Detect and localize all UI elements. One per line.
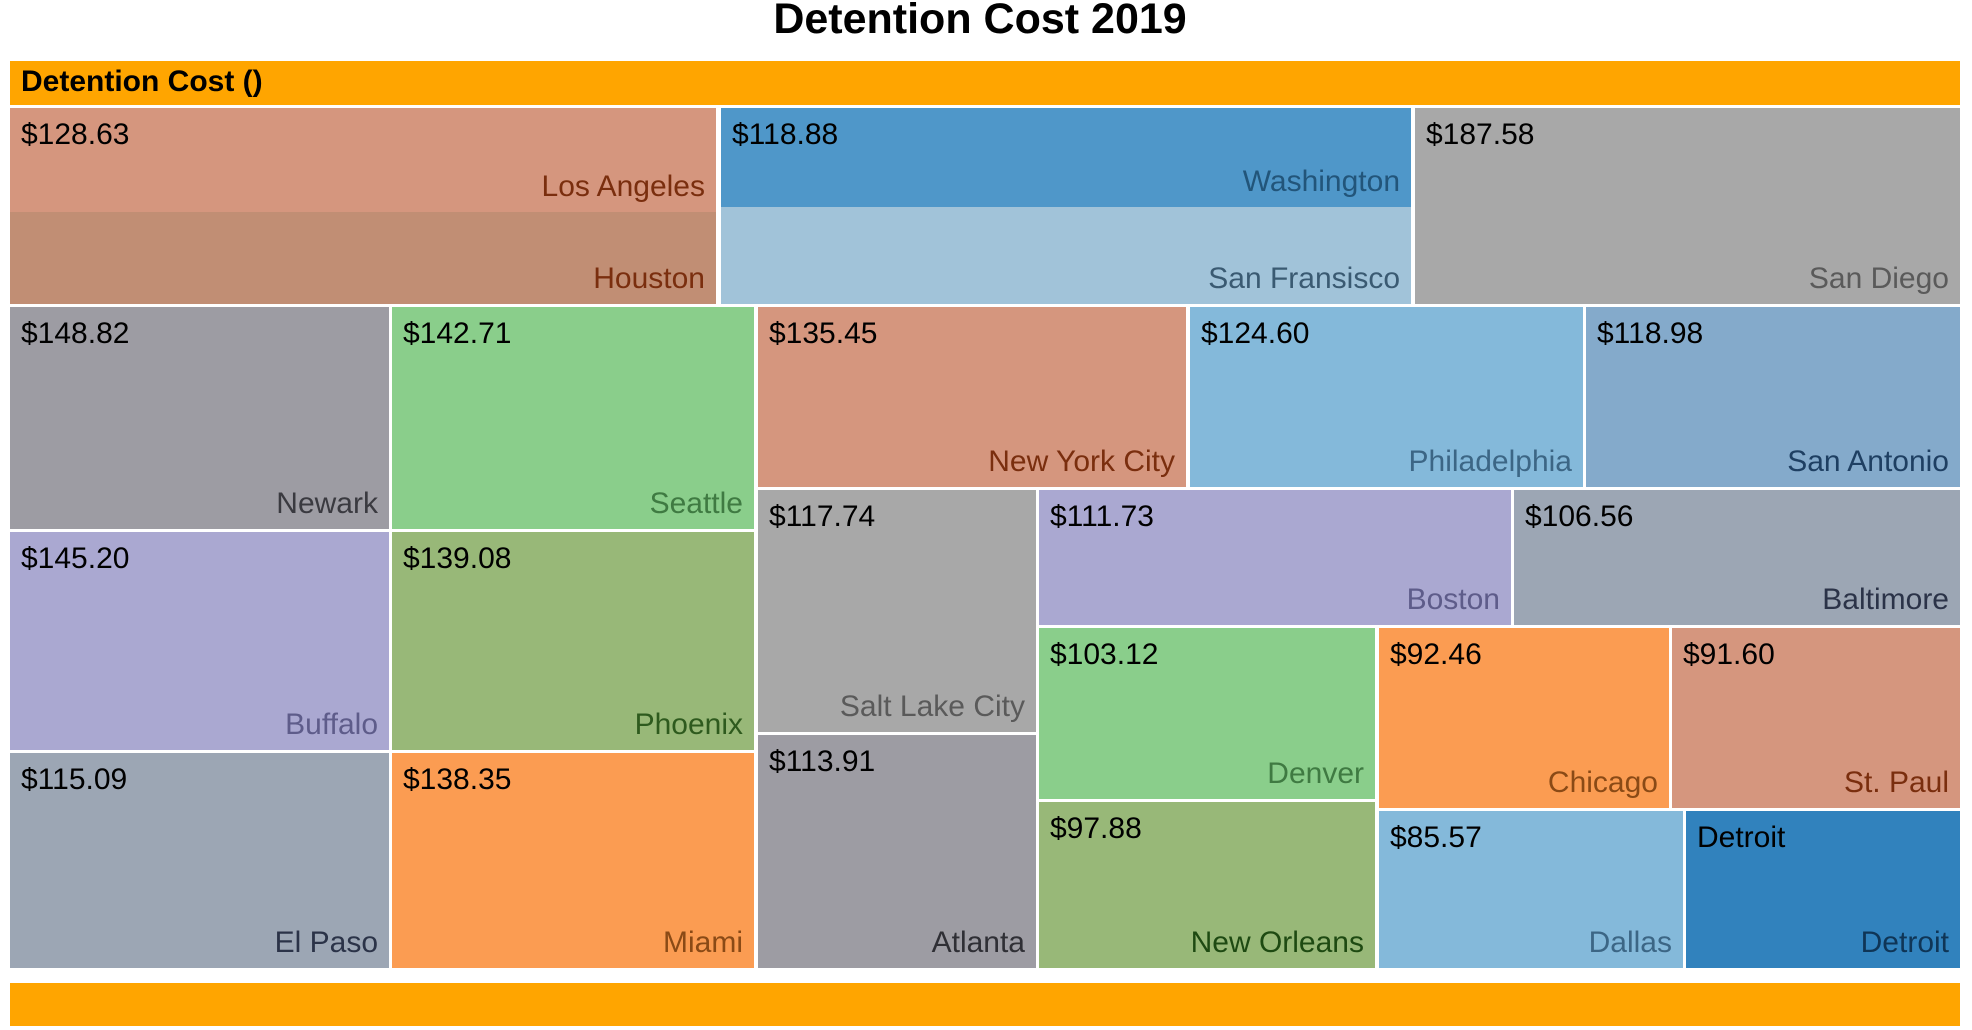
treemap-tile-baltimore[interactable]: $106.56 Baltimore (1514, 490, 1960, 625)
treemap-tile-philadelphia[interactable]: $124.60 Philadelphia (1190, 307, 1583, 487)
tile-value-label: $187.58 (1426, 118, 1535, 151)
tile-value-label: $128.63 (21, 118, 130, 151)
tile-city-label: Phoenix (634, 708, 743, 741)
tile-city-label: Chicago (1547, 766, 1658, 799)
treemap-tile-chicago[interactable]: $92.46 Chicago (1379, 628, 1669, 808)
tile-value-label: $118.88 (732, 118, 839, 151)
tile-city-label: Buffalo (285, 708, 378, 741)
tile-city-label: Detroit (1860, 926, 1949, 959)
tile-city-label: Newark (276, 487, 378, 520)
treemap-tile-salt-lake-city[interactable]: $117.74 Salt Lake City (758, 490, 1036, 732)
treemap-tile-new-york-city[interactable]: $135.45 New York City (758, 307, 1186, 487)
tile-value-label: $145.20 (21, 542, 130, 575)
tile-value-label: $106.56 (1525, 500, 1634, 533)
tile-city-label: San Antonio (1787, 445, 1949, 478)
tile-city-label: Salt Lake City (839, 690, 1025, 723)
tile-city-label: Denver (1267, 757, 1364, 790)
tile-value-label: $117.74 (769, 500, 876, 533)
tile-value-label: $148.82 (21, 317, 130, 350)
tile-value-label: $113.91 (769, 745, 876, 778)
tile-city-label: San Fransisco (1208, 262, 1400, 295)
tile-city-label: New Orleans (1190, 926, 1364, 959)
treemap-tile-el-paso[interactable]: $115.09 El Paso (10, 753, 389, 968)
tile-city-label: St. Paul (1843, 766, 1949, 799)
treemap-tile-new-orleans[interactable]: $97.88 New Orleans (1039, 802, 1375, 968)
treemap-tile-seattle[interactable]: $142.71 Seattle (392, 307, 754, 529)
tile-value-label: $142.71 (403, 317, 512, 350)
tile-city-label: El Paso (274, 926, 378, 959)
tile-value-label: $97.88 (1050, 812, 1142, 845)
tile-city-label: Houston (593, 262, 705, 295)
treemap-tile-houston[interactable]: Houston (10, 212, 716, 304)
tile-city-label: Boston (1406, 583, 1500, 616)
tile-city-label: Washington (1242, 165, 1400, 198)
treemap-tile-denver[interactable]: $103.12 Denver (1039, 628, 1375, 799)
tile-city-label: San Diego (1808, 262, 1949, 295)
tile-value-label: $91.60 (1683, 638, 1775, 671)
tile-value-label: $138.35 (403, 763, 512, 796)
treemap-tile-newark[interactable]: $148.82 Newark (10, 307, 389, 529)
tile-city-label: Miami (663, 926, 743, 959)
tile-value-label: $85.57 (1390, 821, 1482, 854)
tile-value-label: $115.09 (21, 763, 128, 796)
tile-city-label: Baltimore (1822, 583, 1949, 616)
tile-value-label: $103.12 (1050, 638, 1159, 671)
tile-value-label: $111.73 (1050, 500, 1154, 533)
treemap-tile-los-angeles[interactable]: $128.63 Los Angeles (10, 108, 716, 212)
treemap-tile-san-diego[interactable]: $187.58 San Diego (1415, 108, 1960, 304)
tile-city-label: Atlanta (931, 926, 1025, 959)
treemap-tile-st-paul[interactable]: $91.60 St. Paul (1672, 628, 1960, 808)
tile-city-label: Dallas (1588, 926, 1672, 959)
treemap-tile-detroit[interactable]: Detroit Detroit (1686, 811, 1960, 968)
treemap-tile-phoenix[interactable]: $139.08 Phoenix (392, 532, 754, 750)
tile-value-label: $124.60 (1201, 317, 1310, 350)
treemap-tile-san-fransisco[interactable]: San Fransisco (721, 207, 1411, 304)
root-header-bar[interactable]: Detention Cost () (10, 61, 1960, 105)
tile-value-label: $92.46 (1390, 638, 1482, 671)
treemap-tile-boston[interactable]: $111.73 Boston (1039, 490, 1511, 625)
root-footer-bar (10, 983, 1960, 1026)
treemap-tile-san-antonio[interactable]: $118.98 San Antonio (1586, 307, 1960, 487)
treemap-tile-dallas[interactable]: $85.57 Dallas (1379, 811, 1683, 968)
tile-value-label: $139.08 (403, 542, 512, 575)
root-header-label: Detention Cost () (21, 65, 263, 98)
tile-city-label: Philadelphia (1408, 445, 1572, 478)
tile-city-label: Los Angeles (541, 170, 705, 203)
tile-value-label: $118.98 (1597, 317, 1704, 350)
tile-value-label: $135.45 (769, 317, 878, 350)
treemap-tile-miami[interactable]: $138.35 Miami (392, 753, 754, 968)
tile-city-label: Seattle (649, 487, 743, 520)
tile-city-label: New York City (988, 445, 1175, 478)
chart-title: Detention Cost 2019 (773, 0, 1187, 43)
tile-value-label: Detroit (1697, 821, 1786, 854)
treemap-tile-washington[interactable]: $118.88 Washington (721, 108, 1411, 207)
treemap-tile-buffalo[interactable]: $145.20 Buffalo (10, 532, 389, 750)
treemap-tile-atlanta[interactable]: $113.91 Atlanta (758, 735, 1036, 968)
